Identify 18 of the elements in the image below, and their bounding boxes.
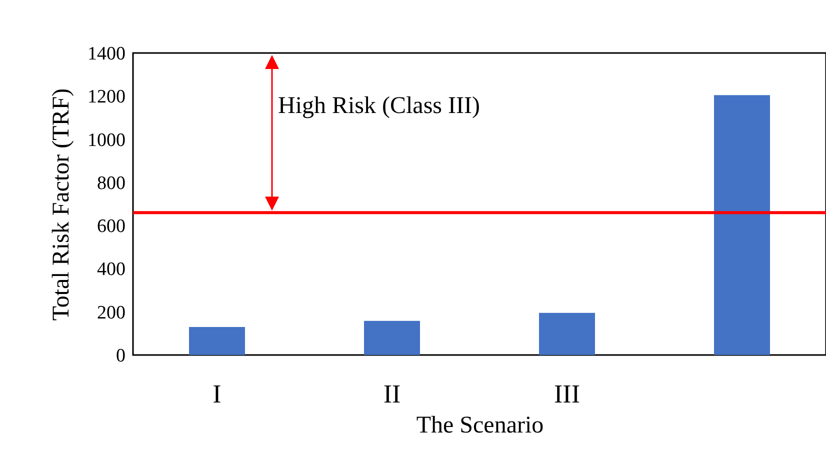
y-tick-label: 400 (97, 259, 126, 280)
x-tick-label: I (212, 380, 222, 408)
y-tick-label: 0 (116, 346, 126, 366)
x-tick-label: II (383, 380, 401, 408)
annotation: High Risk (Class III) (278, 93, 480, 119)
bar (714, 95, 770, 355)
y-tick-label: 1400 (88, 44, 126, 64)
bar (539, 312, 595, 355)
y-tick-label: 200 (97, 302, 126, 324)
bar (364, 320, 420, 355)
y-tick-label: 1200 (88, 86, 126, 108)
y-tick-label: 600 (97, 216, 126, 238)
y-tick-label: 800 (97, 172, 126, 194)
bar (189, 326, 245, 355)
x-axis-title: The Scenario (416, 412, 544, 438)
x-tick-label: III (554, 380, 580, 408)
y-tick-label: 1000 (88, 130, 126, 151)
y-axis-title: Total Risk Factor (TRF) (48, 88, 74, 321)
